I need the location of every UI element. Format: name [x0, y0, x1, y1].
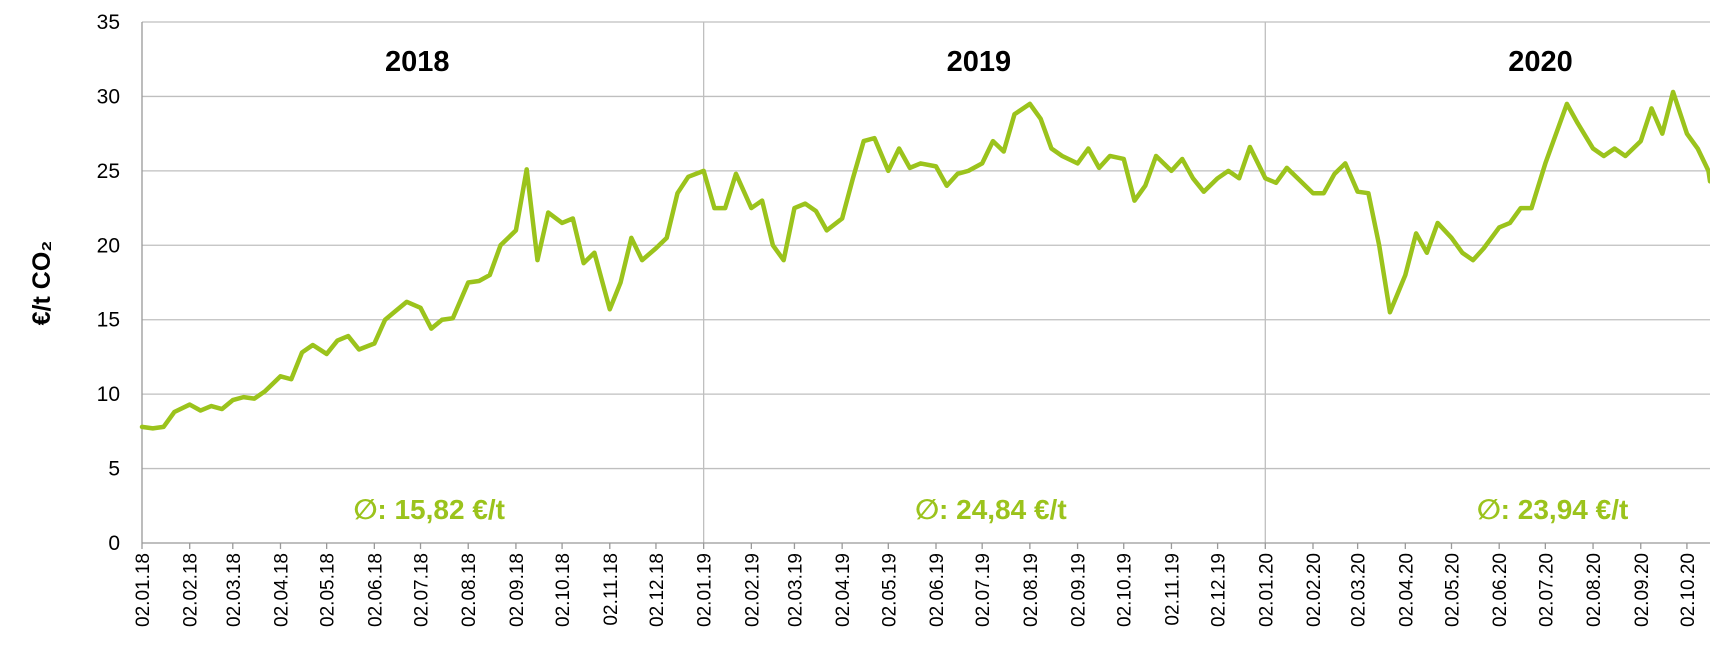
x-tick-label: 02.02.19 [742, 553, 763, 627]
x-tick-label: 02.07.18 [412, 553, 433, 627]
x-tick-label: 02.01.18 [133, 553, 154, 627]
x-tick-label: 02.02.18 [181, 553, 202, 627]
year-label: 2019 [947, 46, 1012, 78]
y-tick-label: 15 [97, 309, 120, 332]
x-tick-label: 02.08.18 [459, 553, 480, 627]
x-tick-label: 02.05.20 [1442, 553, 1463, 627]
price-line [139, 89, 1710, 431]
x-tick-label: 02.04.19 [833, 553, 854, 627]
y-tick-label: 25 [97, 160, 120, 183]
x-tick-label: 02.08.20 [1584, 553, 1605, 627]
x-tick-label: 02.10.20 [1678, 553, 1699, 627]
x-tick-label: 02.09.19 [1069, 553, 1090, 627]
x-tick-label: 02.03.18 [224, 553, 245, 627]
x-tick-label: 02.11.18 [601, 553, 622, 626]
x-tick-label: 02.06.20 [1490, 553, 1511, 627]
x-tick-label: 02.09.20 [1632, 553, 1653, 627]
y-tick-label: 0 [108, 532, 120, 555]
x-tick-label: 02.10.19 [1115, 553, 1136, 627]
year-label: 2018 [385, 46, 450, 78]
x-tick-label: 02.12.19 [1209, 553, 1230, 627]
x-tick-label: 02.09.18 [507, 553, 528, 627]
year-label: 2020 [1508, 46, 1573, 78]
y-tick-label: 10 [97, 383, 120, 406]
x-tick-label: 02.01.20 [1256, 553, 1277, 627]
x-tick-label: 02.07.20 [1536, 553, 1557, 627]
y-tick-label: 30 [97, 85, 120, 108]
x-tick-label: 02.06.19 [927, 553, 948, 627]
average-label: ∅: 23,94 €/t [1477, 494, 1629, 525]
x-tick-label: 02.03.19 [785, 553, 806, 627]
x-tick-label: 02.05.18 [318, 553, 339, 627]
average-label: ∅: 24,84 €/t [915, 494, 1067, 525]
x-tick-label: 02.12.18 [647, 553, 668, 627]
x-tick-label: 02.08.19 [1021, 553, 1042, 627]
x-tick-label: 02.06.18 [365, 553, 386, 627]
x-tick-label: 02.01.19 [695, 553, 716, 627]
y-tick-label: 5 [108, 458, 120, 481]
x-tick-label: 02.04.18 [271, 553, 292, 627]
x-tick-label: 02.03.20 [1349, 553, 1370, 627]
y-tick-label: 35 [97, 11, 120, 34]
x-tick-label: 02.05.19 [879, 553, 900, 627]
x-tick-label: 02.02.20 [1304, 553, 1325, 627]
x-tick-label: 02.11.19 [1162, 553, 1183, 626]
y-tick-label: 20 [97, 234, 120, 257]
x-tick-label: 02.04.20 [1396, 553, 1417, 627]
x-tick-label: 02.07.19 [973, 553, 994, 627]
average-label: ∅: 15,82 €/t [353, 494, 505, 525]
x-tick-label: 02.10.18 [553, 553, 574, 627]
y-axis-label: €/t CO₂ [28, 241, 56, 326]
